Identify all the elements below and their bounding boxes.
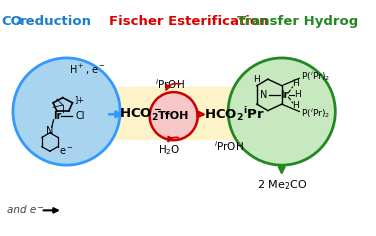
Text: H$_2$O: H$_2$O (158, 143, 180, 157)
Text: −: − (36, 203, 43, 212)
Text: TfOH: TfOH (158, 111, 190, 121)
Text: N: N (46, 126, 53, 136)
Text: and e: and e (8, 205, 36, 215)
Text: CO: CO (2, 15, 23, 28)
Text: Ir: Ir (280, 90, 289, 100)
Text: ]+: ]+ (74, 95, 84, 104)
Text: H: H (253, 75, 260, 84)
Circle shape (150, 92, 198, 140)
Text: Transfer Hydrog: Transfer Hydrog (237, 15, 359, 28)
Text: Ir: Ir (53, 111, 61, 121)
Circle shape (228, 58, 335, 165)
Text: $^i$PrOH: $^i$PrOH (155, 77, 185, 91)
Text: $\mathbf{HCO_2{^i}Pr}$: $\mathbf{HCO_2{^i}Pr}$ (204, 105, 265, 123)
Text: H: H (294, 90, 301, 99)
Text: H: H (292, 101, 299, 110)
Circle shape (13, 58, 120, 165)
Text: e$^-$: e$^-$ (59, 146, 74, 157)
FancyBboxPatch shape (89, 87, 269, 140)
Text: H$^+$, e$^-$: H$^+$, e$^-$ (70, 63, 106, 77)
Text: H: H (292, 79, 299, 88)
Text: 2: 2 (15, 17, 21, 26)
Text: P($^i$Pr)$_2$: P($^i$Pr)$_2$ (301, 106, 330, 120)
Text: $^i$PrOH: $^i$PrOH (214, 139, 244, 153)
Text: P($^i$Pr)$_2$: P($^i$Pr)$_2$ (301, 69, 330, 83)
Text: Cl: Cl (76, 111, 85, 121)
Text: N: N (261, 90, 268, 100)
Text: reduction: reduction (20, 15, 91, 28)
Text: 2 Me$_2$CO: 2 Me$_2$CO (256, 178, 307, 192)
Text: Fischer Esterification: Fischer Esterification (109, 15, 268, 28)
Text: $\mathbf{HCO_2^-}$: $\mathbf{HCO_2^-}$ (119, 106, 162, 122)
